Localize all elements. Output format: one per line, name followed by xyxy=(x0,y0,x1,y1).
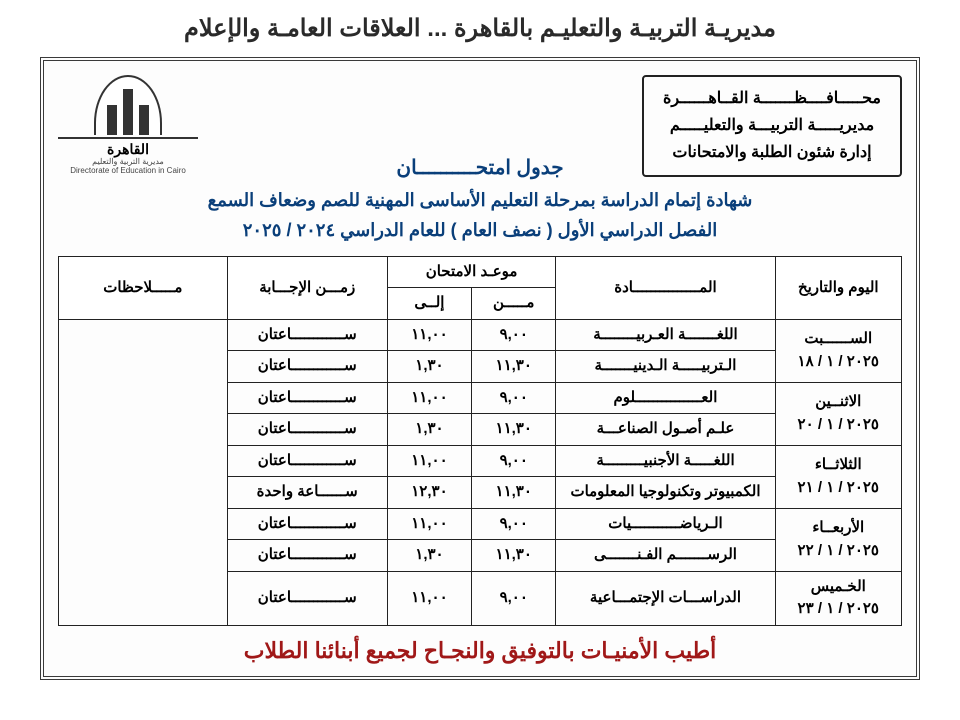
time-to-cell: ١١,٠٠ xyxy=(387,319,471,351)
duration-cell: ســــــــــــاعتان xyxy=(227,319,387,351)
col-subject: المـــــــــــــــادة xyxy=(556,256,775,319)
col-notes: مـــــلاحظات xyxy=(59,256,228,319)
title-line-3: الفصل الدراسي الأول ( نصف العام ) للعام … xyxy=(58,215,902,246)
exam-schedule-table: اليوم والتاريخ المـــــــــــــــادة موع… xyxy=(58,256,902,626)
duration-cell: ســــــــــــاعتان xyxy=(227,382,387,414)
day-name: الأربعــاء xyxy=(780,517,897,540)
time-from-cell: ٩,٠٠ xyxy=(472,319,556,351)
time-to-cell: ١,٣٠ xyxy=(387,414,471,446)
col-from: مـــــن xyxy=(472,288,556,320)
table-header: اليوم والتاريخ المـــــــــــــــادة موع… xyxy=(59,256,902,319)
col-duration: زمـــن الإجـــابة xyxy=(227,256,387,319)
duration-cell: ســــــــــــاعتان xyxy=(227,414,387,446)
subject-cell: الرســـــــم الفـنـــــــى xyxy=(556,540,775,572)
date-cell: الثلاثــاء٢٠٢٥ / ١ / ٢١ xyxy=(775,445,901,508)
document-frame: محـــــافــــظـــــــة القــاهــــــرة م… xyxy=(40,57,920,680)
day-date: ٢٠٢٥ / ١ / ٢١ xyxy=(780,477,897,500)
time-to-cell: ١,٣٠ xyxy=(387,540,471,572)
table-row: الســــــبت٢٠٢٥ / ١ / ١٨اللغـــــــة الع… xyxy=(59,319,902,351)
duration-cell: ســــــاعة واحدة xyxy=(227,477,387,509)
time-to-cell: ١,٣٠ xyxy=(387,351,471,383)
col-to: إلــى xyxy=(387,288,471,320)
time-from-cell: ٩,٠٠ xyxy=(472,571,556,625)
date-cell: الخـميس٢٠٢٥ / ١ / ٢٣ xyxy=(775,571,901,625)
day-name: الخـميس xyxy=(780,576,897,599)
subject-cell: الكمبيوتر وتكنولوجيا المعلومات xyxy=(556,477,775,509)
duration-cell: ســــــــــــاعتان xyxy=(227,571,387,625)
subject-cell: الدراســـات الإجتمـــاعية xyxy=(556,571,775,625)
authority-line-2: مديريـــــة التربيـــة والتعليـــــم xyxy=(658,112,886,139)
day-date: ٢٠٢٥ / ١ / ٢٠ xyxy=(780,414,897,437)
date-cell: الأربعــاء٢٠٢٥ / ١ / ٢٢ xyxy=(775,508,901,571)
logo-subtitle-en: Directorate of Education in Cairo xyxy=(58,167,198,176)
day-name: الاثنــين xyxy=(780,391,897,414)
time-from-cell: ١١,٣٠ xyxy=(472,477,556,509)
footer-wish: أطيب الأمنيـات بالتوفيق والنجـاح لجميع أ… xyxy=(58,638,902,664)
day-name: الثلاثــاء xyxy=(780,454,897,477)
authority-box: محـــــافــــظـــــــة القــاهــــــرة م… xyxy=(642,75,902,177)
duration-cell: ســــــــــــاعتان xyxy=(227,445,387,477)
col-time-group: موعـد الامتحان xyxy=(387,256,556,288)
subject-cell: الـتربيـــــة الـدينيـــــــة xyxy=(556,351,775,383)
time-from-cell: ٩,٠٠ xyxy=(472,445,556,477)
table-body: الســــــبت٢٠٢٥ / ١ / ١٨اللغـــــــة الع… xyxy=(59,319,902,625)
page-header: مديريـة التربيـة والتعليـم بالقاهرة ... … xyxy=(0,0,960,49)
subject-cell: العـــــــــــــــلوم xyxy=(556,382,775,414)
logo-name: القاهرة xyxy=(58,137,198,158)
time-to-cell: ١١,٠٠ xyxy=(387,445,471,477)
duration-cell: ســــــــــــاعتان xyxy=(227,508,387,540)
time-to-cell: ١٢,٣٠ xyxy=(387,477,471,509)
day-date: ٢٠٢٥ / ١ / ١٨ xyxy=(780,351,897,374)
logo-block: القاهرة مديرية التربية والتعليم Director… xyxy=(58,75,198,176)
page-header-text: مديريـة التربيـة والتعليـم بالقاهرة ... … xyxy=(0,14,960,43)
subject-cell: اللغـــــــة العـربيــــــــة xyxy=(556,319,775,351)
authority-line-3: إدارة شئون الطلبة والامتحانات xyxy=(658,139,886,166)
day-name: الســــــبت xyxy=(780,328,897,351)
cairo-logo-icon xyxy=(94,75,162,135)
day-date: ٢٠٢٥ / ١ / ٢٢ xyxy=(780,540,897,563)
col-date: اليوم والتاريخ xyxy=(775,256,901,319)
time-to-cell: ١١,٠٠ xyxy=(387,571,471,625)
subject-cell: اللغـــــة الأجنبيـــــــــة xyxy=(556,445,775,477)
subject-cell: الـرياضـــــــــــيات xyxy=(556,508,775,540)
time-from-cell: ٩,٠٠ xyxy=(472,508,556,540)
time-from-cell: ١١,٣٠ xyxy=(472,540,556,572)
title-line-2: شهادة إتمام الدراسة بمرحلة التعليم الأسا… xyxy=(58,185,902,216)
time-from-cell: ١١,٣٠ xyxy=(472,414,556,446)
time-from-cell: ١١,٣٠ xyxy=(472,351,556,383)
time-to-cell: ١١,٠٠ xyxy=(387,382,471,414)
duration-cell: ســــــــــــاعتان xyxy=(227,540,387,572)
authority-line-1: محـــــافــــظـــــــة القــاهــــــرة xyxy=(658,85,886,112)
day-date: ٢٠٢٥ / ١ / ٢٣ xyxy=(780,598,897,621)
date-cell: الاثنــين٢٠٢٥ / ١ / ٢٠ xyxy=(775,382,901,445)
duration-cell: ســــــــــــاعتان xyxy=(227,351,387,383)
time-from-cell: ٩,٠٠ xyxy=(472,382,556,414)
date-cell: الســــــبت٢٠٢٥ / ١ / ١٨ xyxy=(775,319,901,382)
subject-cell: علـم أصـول الصناعـــة xyxy=(556,414,775,446)
notes-cell xyxy=(59,319,228,625)
time-to-cell: ١١,٠٠ xyxy=(387,508,471,540)
